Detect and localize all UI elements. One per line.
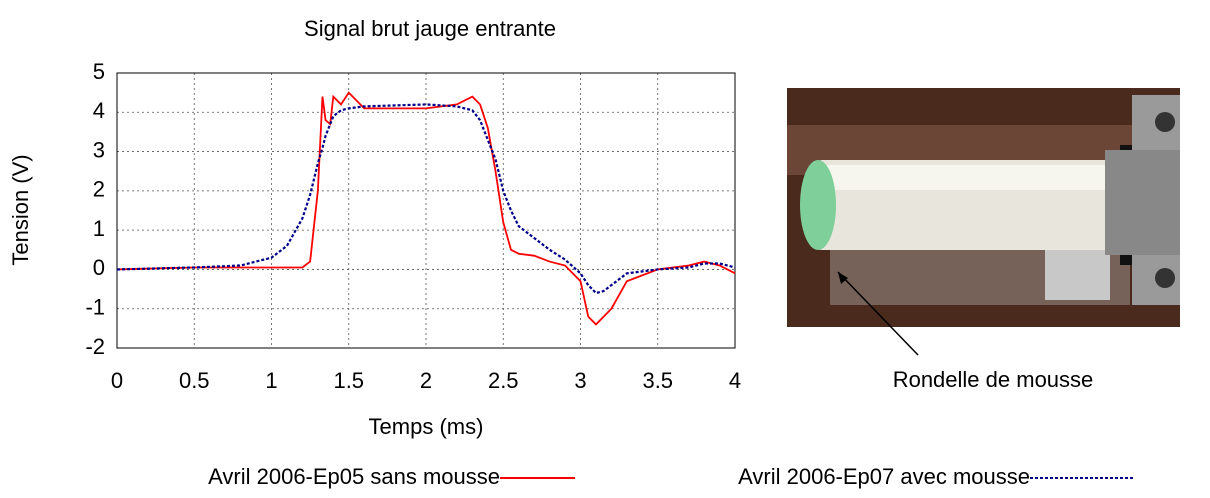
- x-tick-label: 4: [729, 368, 741, 393]
- x-tick-label: 3.5: [642, 368, 673, 393]
- series-line: [116, 91, 736, 326]
- y-tick-label: 5: [93, 59, 105, 84]
- y-tick-label: 3: [93, 137, 105, 162]
- y-axis-label: Tension (V): [8, 154, 33, 265]
- x-tick-label: 3: [574, 368, 586, 393]
- x-tick-label: 1.5: [333, 368, 364, 393]
- series-line: [116, 103, 736, 295]
- y-tick-label: -2: [85, 334, 105, 359]
- x-axis-label: Temps (ms): [369, 414, 484, 439]
- x-tick-label: 2: [420, 368, 432, 393]
- y-tick-label: -1: [85, 295, 105, 320]
- x-tick-label: 1: [265, 368, 277, 393]
- legend-label: Avril 2006-Ep05 sans mousse: [208, 464, 500, 489]
- x-tick-label: 2.5: [488, 368, 519, 393]
- y-tick-label: 0: [93, 255, 105, 280]
- chart-title: Signal brut jauge entrante: [304, 16, 556, 41]
- plot-frame: [116, 72, 736, 349]
- x-tick-label: 0.5: [179, 368, 210, 393]
- y-tick-label: 2: [93, 177, 105, 202]
- photo: [787, 88, 1180, 356]
- y-tick-label: 4: [93, 98, 105, 123]
- x-tick-label: 0: [111, 368, 123, 393]
- y-tick-label: 1: [93, 216, 105, 241]
- photo-caption: Rondelle de mousse: [893, 367, 1094, 392]
- legend-label: Avril 2006-Ep07 avec mousse: [738, 464, 1030, 489]
